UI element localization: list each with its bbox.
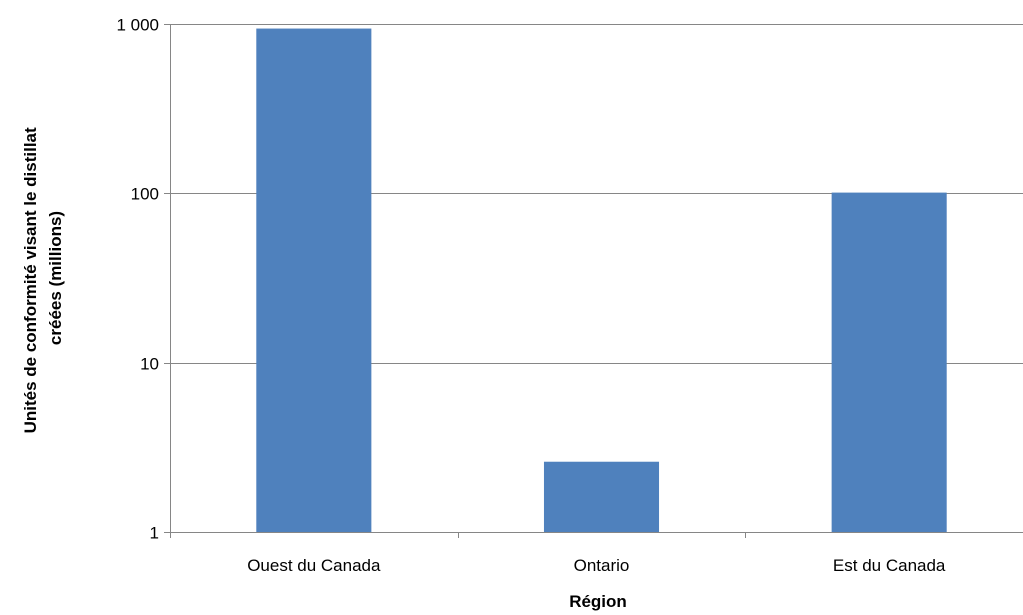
axes	[164, 24, 1023, 538]
x-tick-labels: Ouest du Canada Ontario Est du Canada	[247, 556, 946, 575]
bar-1	[543, 461, 660, 532]
x-tick-label-0: Ouest du Canada	[247, 556, 381, 575]
x-tick-label-1: Ontario	[574, 556, 630, 575]
y-tick-label-2: 100	[131, 185, 159, 204]
y-tick-label-3: 1 000	[116, 16, 159, 35]
y-axis-title-line-1: Unités de conformité visant le distillat	[21, 127, 40, 433]
bars	[256, 28, 947, 533]
y-tick-label-0: 1	[150, 524, 159, 543]
y-tick-labels: 1 10 100 1 000	[116, 16, 159, 543]
y-tick-label-1: 10	[140, 355, 159, 374]
x-tick-label-2: Est du Canada	[833, 556, 946, 575]
y-axis-title-line-2: créées (millions)	[46, 211, 65, 345]
bar-0	[256, 28, 372, 532]
bar-2	[831, 192, 947, 533]
y-axis-title: Unités de conformité visant le distillat…	[21, 123, 65, 434]
x-axis-title: Région	[569, 592, 627, 611]
